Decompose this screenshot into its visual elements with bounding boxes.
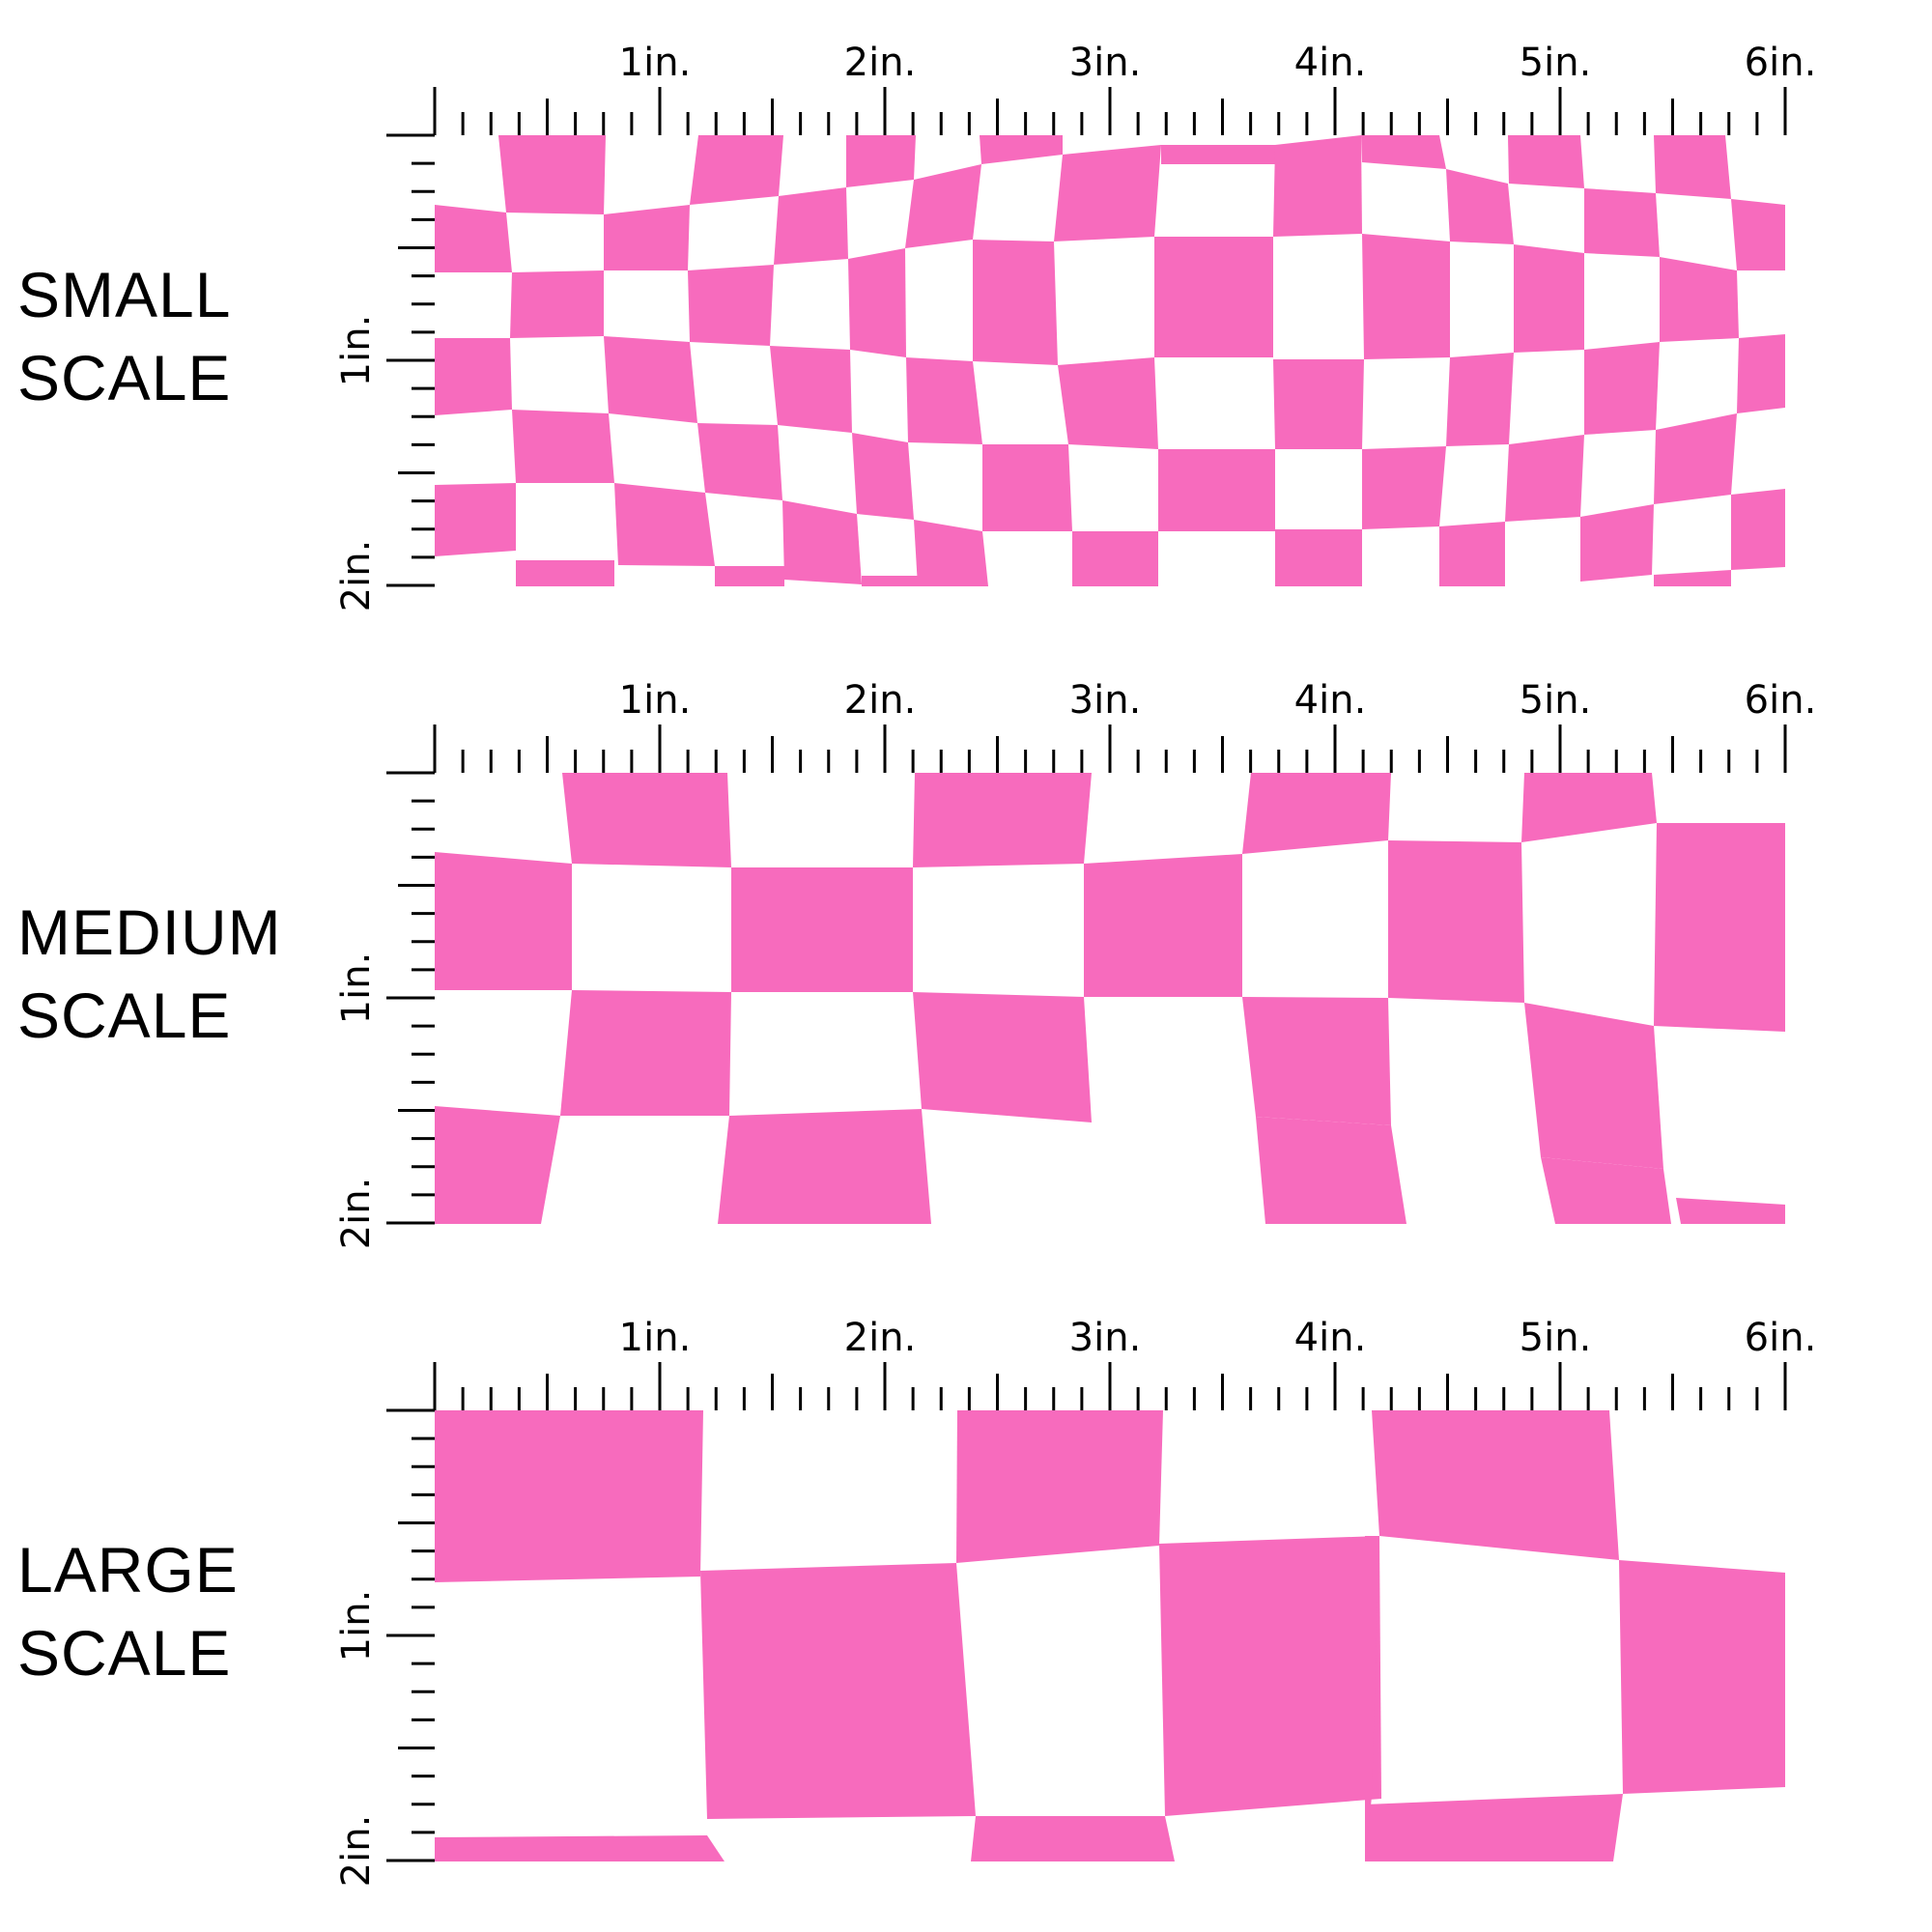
small-scale-swatch: 1in. 2in. 3in. 4in. 5in. 6in. 1in. 2in. [334,41,1817,612]
inch-label: 3in. [1069,41,1142,85]
inch-label: 1in. [334,1590,379,1662]
checker-pattern [435,135,1785,586]
top-ruler: 1in. 2in. 3in. 4in. 5in. 6in. [386,41,1817,137]
inch-label: 6in. [1745,678,1817,723]
small-scale-section: SMALL SCALE 1in. 2in. 3in. 4in. 5in. 6in. 1in… [0,0,1932,618]
large-scale-swatch: 1in. 2in. 3in. 4in. 5in. 6in. 1in. 2in. [334,1316,1817,1888]
inch-label: 1in. [619,678,692,723]
label-line-2: SCALE [17,980,232,1051]
top-ruler: 1in. 2in. 3in. 4in. 5in. 6in. [386,1316,1817,1412]
medium-scale-section: MEDIUM SCALE 1in. 2in. 3in. 4in. 5in. 6in. 1i… [0,638,1932,1256]
inch-label: 1in. [619,1316,692,1360]
inch-label: 5in. [1520,1316,1592,1360]
inch-label: 4in. [1294,678,1367,723]
inch-label: 4in. [1294,41,1367,85]
inch-label: 2in. [334,540,379,612]
large-scale-section: LARGE SCALE 1in. 2in. 3in. 4in. 5in. 6in. 1in… [0,1275,1932,1893]
inch-label: 6in. [1745,41,1817,85]
checker-pattern [435,1410,1785,1861]
inch-label: 1in. [619,41,692,85]
label-line-1: LARGE [17,1534,239,1605]
medium-scale-label: MEDIUM SCALE [17,891,282,1057]
inch-label: 2in. [844,1316,917,1360]
inch-label: 1in. [334,952,379,1025]
label-line-2: SCALE [17,1617,232,1689]
inch-label: 2in. [844,41,917,85]
label-line-2: SCALE [17,342,232,413]
small-scale-label: SMALL SCALE [17,253,231,419]
inch-label: 4in. [1294,1316,1367,1360]
side-ruler: 1in. 2in. [334,161,435,612]
inch-label: 5in. [1520,678,1592,723]
inch-label: 2in. [334,1178,379,1250]
inch-label: 3in. [1069,678,1142,723]
label-line-1: SMALL [17,259,232,330]
inch-label: 2in. [844,678,917,723]
inch-label: 6in. [1745,1316,1817,1360]
large-scale-label: LARGE SCALE [17,1528,239,1694]
side-ruler: 1in. 2in. [334,799,435,1250]
checker-pattern [435,773,1785,1224]
inch-label: 3in. [1069,1316,1142,1360]
side-ruler: 1in. 2in. [334,1436,435,1888]
top-ruler: 1in. 2in. 3in. 4in. 5in. 6in. [386,678,1817,775]
medium-scale-swatch: 1in. 2in. 3in. 4in. 5in. 6in. 1in. 2in. [334,678,1817,1250]
inch-label: 1in. [334,315,379,387]
inch-label: 5in. [1520,41,1592,85]
label-line-1: MEDIUM [17,896,282,968]
inch-label: 2in. [334,1815,379,1888]
